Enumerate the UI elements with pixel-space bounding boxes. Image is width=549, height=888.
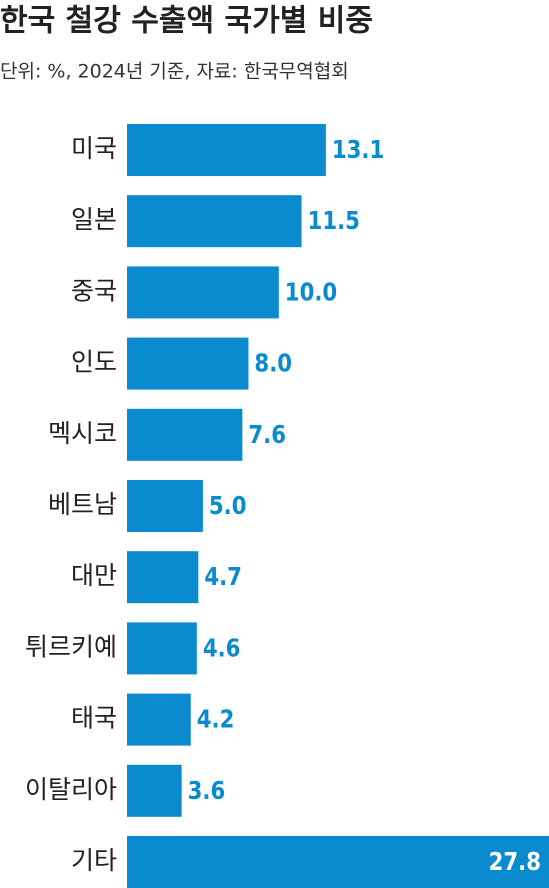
category-label: 미국	[71, 134, 117, 163]
bar	[127, 622, 197, 675]
category-label: 멕시코	[48, 419, 117, 448]
bar	[127, 195, 302, 248]
chart-subtitle: 단위: %, 2024년 기준, 자료: 한국무역협회	[0, 61, 349, 83]
value-label: 8.0	[254, 349, 292, 378]
bar	[127, 408, 243, 461]
value-label: 3.6	[188, 776, 226, 805]
category-label: 인도	[71, 348, 117, 377]
bar	[127, 266, 279, 319]
value-label: 4.7	[204, 563, 242, 592]
value-label: 27.8	[489, 847, 541, 876]
category-label: 태국	[71, 704, 117, 733]
value-label: 4.2	[197, 705, 235, 734]
bar	[127, 693, 191, 746]
bar	[127, 124, 326, 176]
value-label: 4.6	[203, 634, 241, 663]
bar	[127, 551, 199, 604]
value-label: 10.0	[285, 278, 337, 307]
category-label: 튀르키예	[25, 632, 117, 661]
category-label: 일본	[71, 205, 117, 234]
category-label: 중국	[71, 276, 117, 305]
category-label: 베트남	[48, 490, 117, 519]
category-label: 이탈리아	[25, 775, 117, 804]
value-label: 13.1	[332, 135, 384, 164]
bar	[127, 764, 182, 817]
value-label: 11.5	[308, 207, 360, 236]
bar	[127, 836, 549, 888]
category-label: 기타	[71, 846, 117, 875]
category-label: 대만	[71, 561, 117, 590]
value-label: 5.0	[209, 491, 247, 520]
value-label: 7.6	[248, 420, 286, 449]
bar	[127, 337, 249, 390]
bar	[127, 480, 203, 532]
chart-title: 한국 철강 수출액 국가별 비중	[0, 4, 373, 39]
